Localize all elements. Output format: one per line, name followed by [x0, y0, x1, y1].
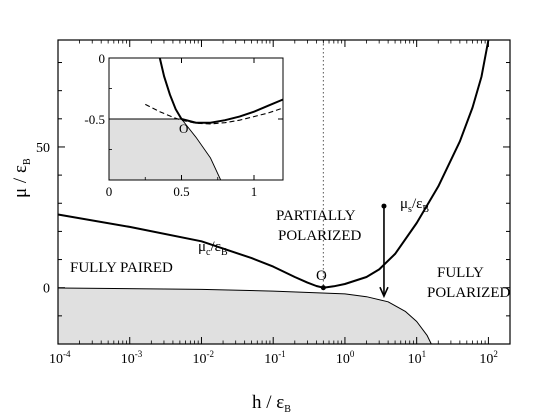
inset-y-tick-label: -0.5: [84, 112, 105, 127]
x-tick-label: 102: [479, 349, 498, 367]
inset-label-point-o: O: [179, 121, 188, 136]
main-y-ticks: 0 50: [36, 62, 510, 317]
label-partially: PARTIALLY: [276, 208, 356, 224]
x-tick-label: 10-4: [49, 349, 71, 367]
y-tick-label: 50: [36, 141, 50, 156]
inset-dashed-curve: [145, 103, 284, 125]
inset-x-tick-label: 0.5: [173, 184, 189, 199]
x-tick-label: 10-2: [192, 349, 214, 367]
label-polarized-1: POLARIZED: [278, 228, 361, 244]
inset-fill-layer: [109, 119, 221, 180]
inset-frame: [108, 57, 284, 181]
label-polarized-2: POLARIZED: [427, 285, 510, 301]
inset-solid-curve: [158, 57, 284, 124]
x-tick-label: 101: [408, 349, 427, 367]
x-tick-label: 10-1: [264, 349, 286, 367]
x-tick-label: 10-3: [121, 349, 143, 367]
inset-boundary-curve: [109, 118, 222, 181]
main-fill-layer: [58, 288, 432, 344]
inset-plot: [109, 57, 284, 181]
mu-c-curve: [57, 213, 324, 289]
main-plot-frame: [57, 39, 511, 345]
inset-x-tick-label: 1: [251, 184, 258, 199]
label-fully: FULLY: [437, 265, 484, 281]
y-axis-title: μ / εB: [10, 158, 33, 198]
y-tick-label: 0: [43, 282, 50, 297]
arrow-head: [379, 286, 389, 299]
inset-x-ticks: 0 0.5 1: [106, 58, 258, 199]
inset-y-tick-label: 0: [99, 51, 106, 66]
label-mu-c: μc/εB: [198, 239, 228, 258]
label-fully-paired: FULLY PAIRED: [70, 260, 173, 276]
fully-paired-fill-region: [58, 288, 432, 344]
point-o-marker: [320, 285, 326, 291]
x-tick-label: 100: [336, 349, 355, 367]
label-point-o: O: [316, 268, 327, 284]
label-mu-s: μs/εB: [400, 196, 429, 215]
boundary-curve: [57, 287, 432, 345]
main-plot: [57, 39, 490, 345]
x-axis-title: h / εB: [252, 392, 291, 415]
mu-s-curve: [323, 39, 490, 289]
inset-fill-region: [109, 119, 221, 180]
inset-x-tick-label: 0: [106, 184, 113, 199]
main-x-ticks: 10-4 10-3 10-2 10-1 100 101 102: [49, 40, 511, 367]
